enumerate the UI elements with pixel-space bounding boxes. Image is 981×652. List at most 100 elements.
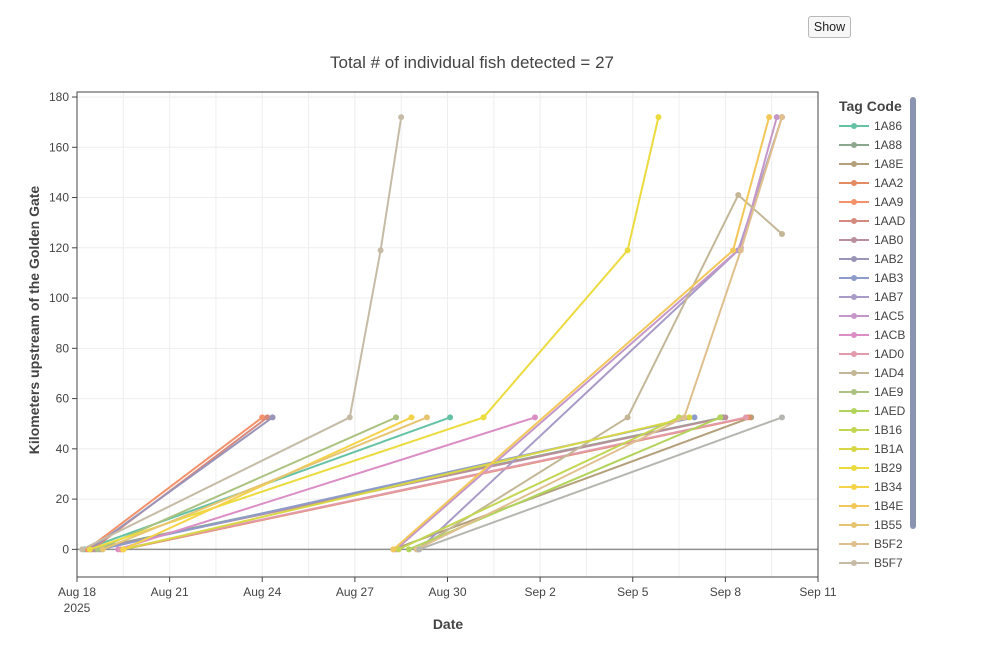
data-point[interactable]: [99, 546, 106, 553]
legend-label: 1B55: [874, 518, 902, 532]
legend-item-1B55[interactable]: 1B55: [839, 518, 902, 532]
legend-label: 1AB7: [874, 290, 904, 304]
legend-item-B5F7[interactable]: B5F7: [839, 556, 903, 570]
series-line: [418, 116, 783, 551]
y-tick-label: 20: [56, 492, 70, 506]
data-point[interactable]: [681, 414, 688, 421]
data-point[interactable]: [722, 414, 729, 421]
data-point[interactable]: [655, 114, 662, 121]
x-axis-ticks: Aug 18 2025 Aug 21 Aug 24 Aug 27 Aug 30 Sep 2 S…: [58, 577, 837, 615]
series-1B29: [86, 114, 662, 553]
legend-item-1A86[interactable]: 1A86: [839, 119, 902, 133]
series-line: [123, 416, 690, 551]
legend-label: 1A86: [874, 119, 902, 133]
data-point[interactable]: [390, 546, 397, 553]
legend-swatch-marker: [851, 256, 857, 262]
data-point[interactable]: [778, 230, 785, 237]
series-B5F9: [416, 414, 785, 553]
data-point[interactable]: [717, 414, 724, 421]
legend-swatch-marker: [851, 237, 857, 243]
data-point[interactable]: [408, 414, 415, 421]
data-point[interactable]: [86, 546, 93, 553]
series-line: [117, 416, 536, 551]
x-tick-label: Sep 8: [710, 585, 742, 599]
legend-item-1AB7[interactable]: 1AB7: [839, 290, 904, 304]
legend-label: 1B16: [874, 423, 902, 437]
show-button[interactable]: Show: [808, 16, 851, 38]
legend-item-1B34[interactable]: 1B34: [839, 480, 902, 494]
data-point[interactable]: [737, 247, 744, 254]
data-point[interactable]: [778, 414, 785, 421]
data-point[interactable]: [624, 247, 631, 254]
legend-item-1AD4[interactable]: 1AD4: [839, 366, 904, 380]
legend-title: Tag Code: [839, 98, 902, 114]
legend-item-1B4E[interactable]: 1B4E: [839, 499, 903, 513]
legend-label: 1ACB: [874, 328, 905, 342]
legend-item-1AB2[interactable]: 1AB2: [839, 252, 904, 266]
data-point[interactable]: [686, 414, 693, 421]
legend-item-1B16[interactable]: 1B16: [839, 423, 902, 437]
data-point[interactable]: [120, 546, 127, 553]
legend-item-1AD0[interactable]: 1AD0: [839, 347, 904, 361]
x-tick-label: Sep 5: [617, 585, 649, 599]
series-line: [89, 116, 660, 551]
data-point[interactable]: [480, 414, 487, 421]
series-1B55: [99, 414, 430, 553]
data-point[interactable]: [742, 414, 749, 421]
legend-item-1B1A[interactable]: 1B1A: [839, 442, 903, 456]
legend-swatch-marker: [851, 313, 857, 319]
legend-swatch-marker: [851, 446, 857, 452]
series-line: [86, 416, 263, 551]
y-axis-label: Kilometers upstream of the Golden Gate: [26, 186, 42, 455]
y-tick-label: 100: [49, 291, 69, 305]
legend-label: 1AB0: [874, 233, 904, 247]
series-B5F2: [413, 114, 785, 553]
legend-item-1B29[interactable]: 1B29: [839, 461, 902, 475]
data-point[interactable]: [346, 414, 353, 421]
data-point[interactable]: [395, 546, 402, 553]
data-point[interactable]: [416, 546, 423, 553]
legend-label: 1AAD: [874, 214, 906, 228]
legend-item-1AAD[interactable]: 1AAD: [839, 214, 906, 228]
data-point[interactable]: [393, 414, 400, 421]
series-line: [97, 416, 397, 551]
data-point[interactable]: [778, 114, 785, 121]
legend-label: 1A88: [874, 138, 902, 152]
data-point[interactable]: [398, 114, 405, 121]
data-point[interactable]: [624, 414, 631, 421]
y-tick-label: 80: [56, 341, 70, 355]
data-point[interactable]: [269, 414, 276, 421]
data-point[interactable]: [377, 247, 384, 254]
legend-item-1AB0[interactable]: 1AB0: [839, 233, 904, 247]
legend-swatch-marker: [851, 332, 857, 338]
series-line: [418, 416, 783, 551]
legend-scrollbar[interactable]: [910, 97, 916, 529]
legend-item-1A8E[interactable]: 1A8E: [839, 157, 903, 171]
legend-swatch-marker: [851, 294, 857, 300]
data-point[interactable]: [773, 114, 780, 121]
data-point[interactable]: [735, 192, 742, 199]
data-point[interactable]: [531, 414, 538, 421]
legend-swatch-marker: [851, 275, 857, 281]
legend-item-1A88[interactable]: 1A88: [839, 138, 902, 152]
legend-item-1ACB[interactable]: 1ACB: [839, 328, 905, 342]
legend-item-1AA2[interactable]: 1AA2: [839, 176, 904, 190]
data-point[interactable]: [691, 414, 698, 421]
data-point[interactable]: [447, 414, 454, 421]
legend-item-1AB3[interactable]: 1AB3: [839, 271, 904, 285]
legend-swatch-marker: [851, 522, 857, 528]
legend-item-1AED[interactable]: 1AED: [839, 404, 906, 418]
legend-item-B5F2[interactable]: B5F2: [839, 537, 903, 551]
data-point[interactable]: [766, 114, 773, 121]
x-tick-label: Aug 30: [428, 585, 466, 599]
data-point[interactable]: [730, 247, 737, 254]
legend-item-1AE9[interactable]: 1AE9: [839, 385, 904, 399]
legend-item-1AC5[interactable]: 1AC5: [839, 309, 904, 323]
legend-label: B5F7: [874, 556, 903, 570]
legend-item-1AA9[interactable]: 1AA9: [839, 195, 904, 209]
data-point[interactable]: [423, 414, 430, 421]
legend-label: 1AB2: [874, 252, 904, 266]
data-point[interactable]: [405, 546, 412, 553]
legend-swatch-marker: [851, 541, 857, 547]
data-point[interactable]: [79, 546, 86, 553]
